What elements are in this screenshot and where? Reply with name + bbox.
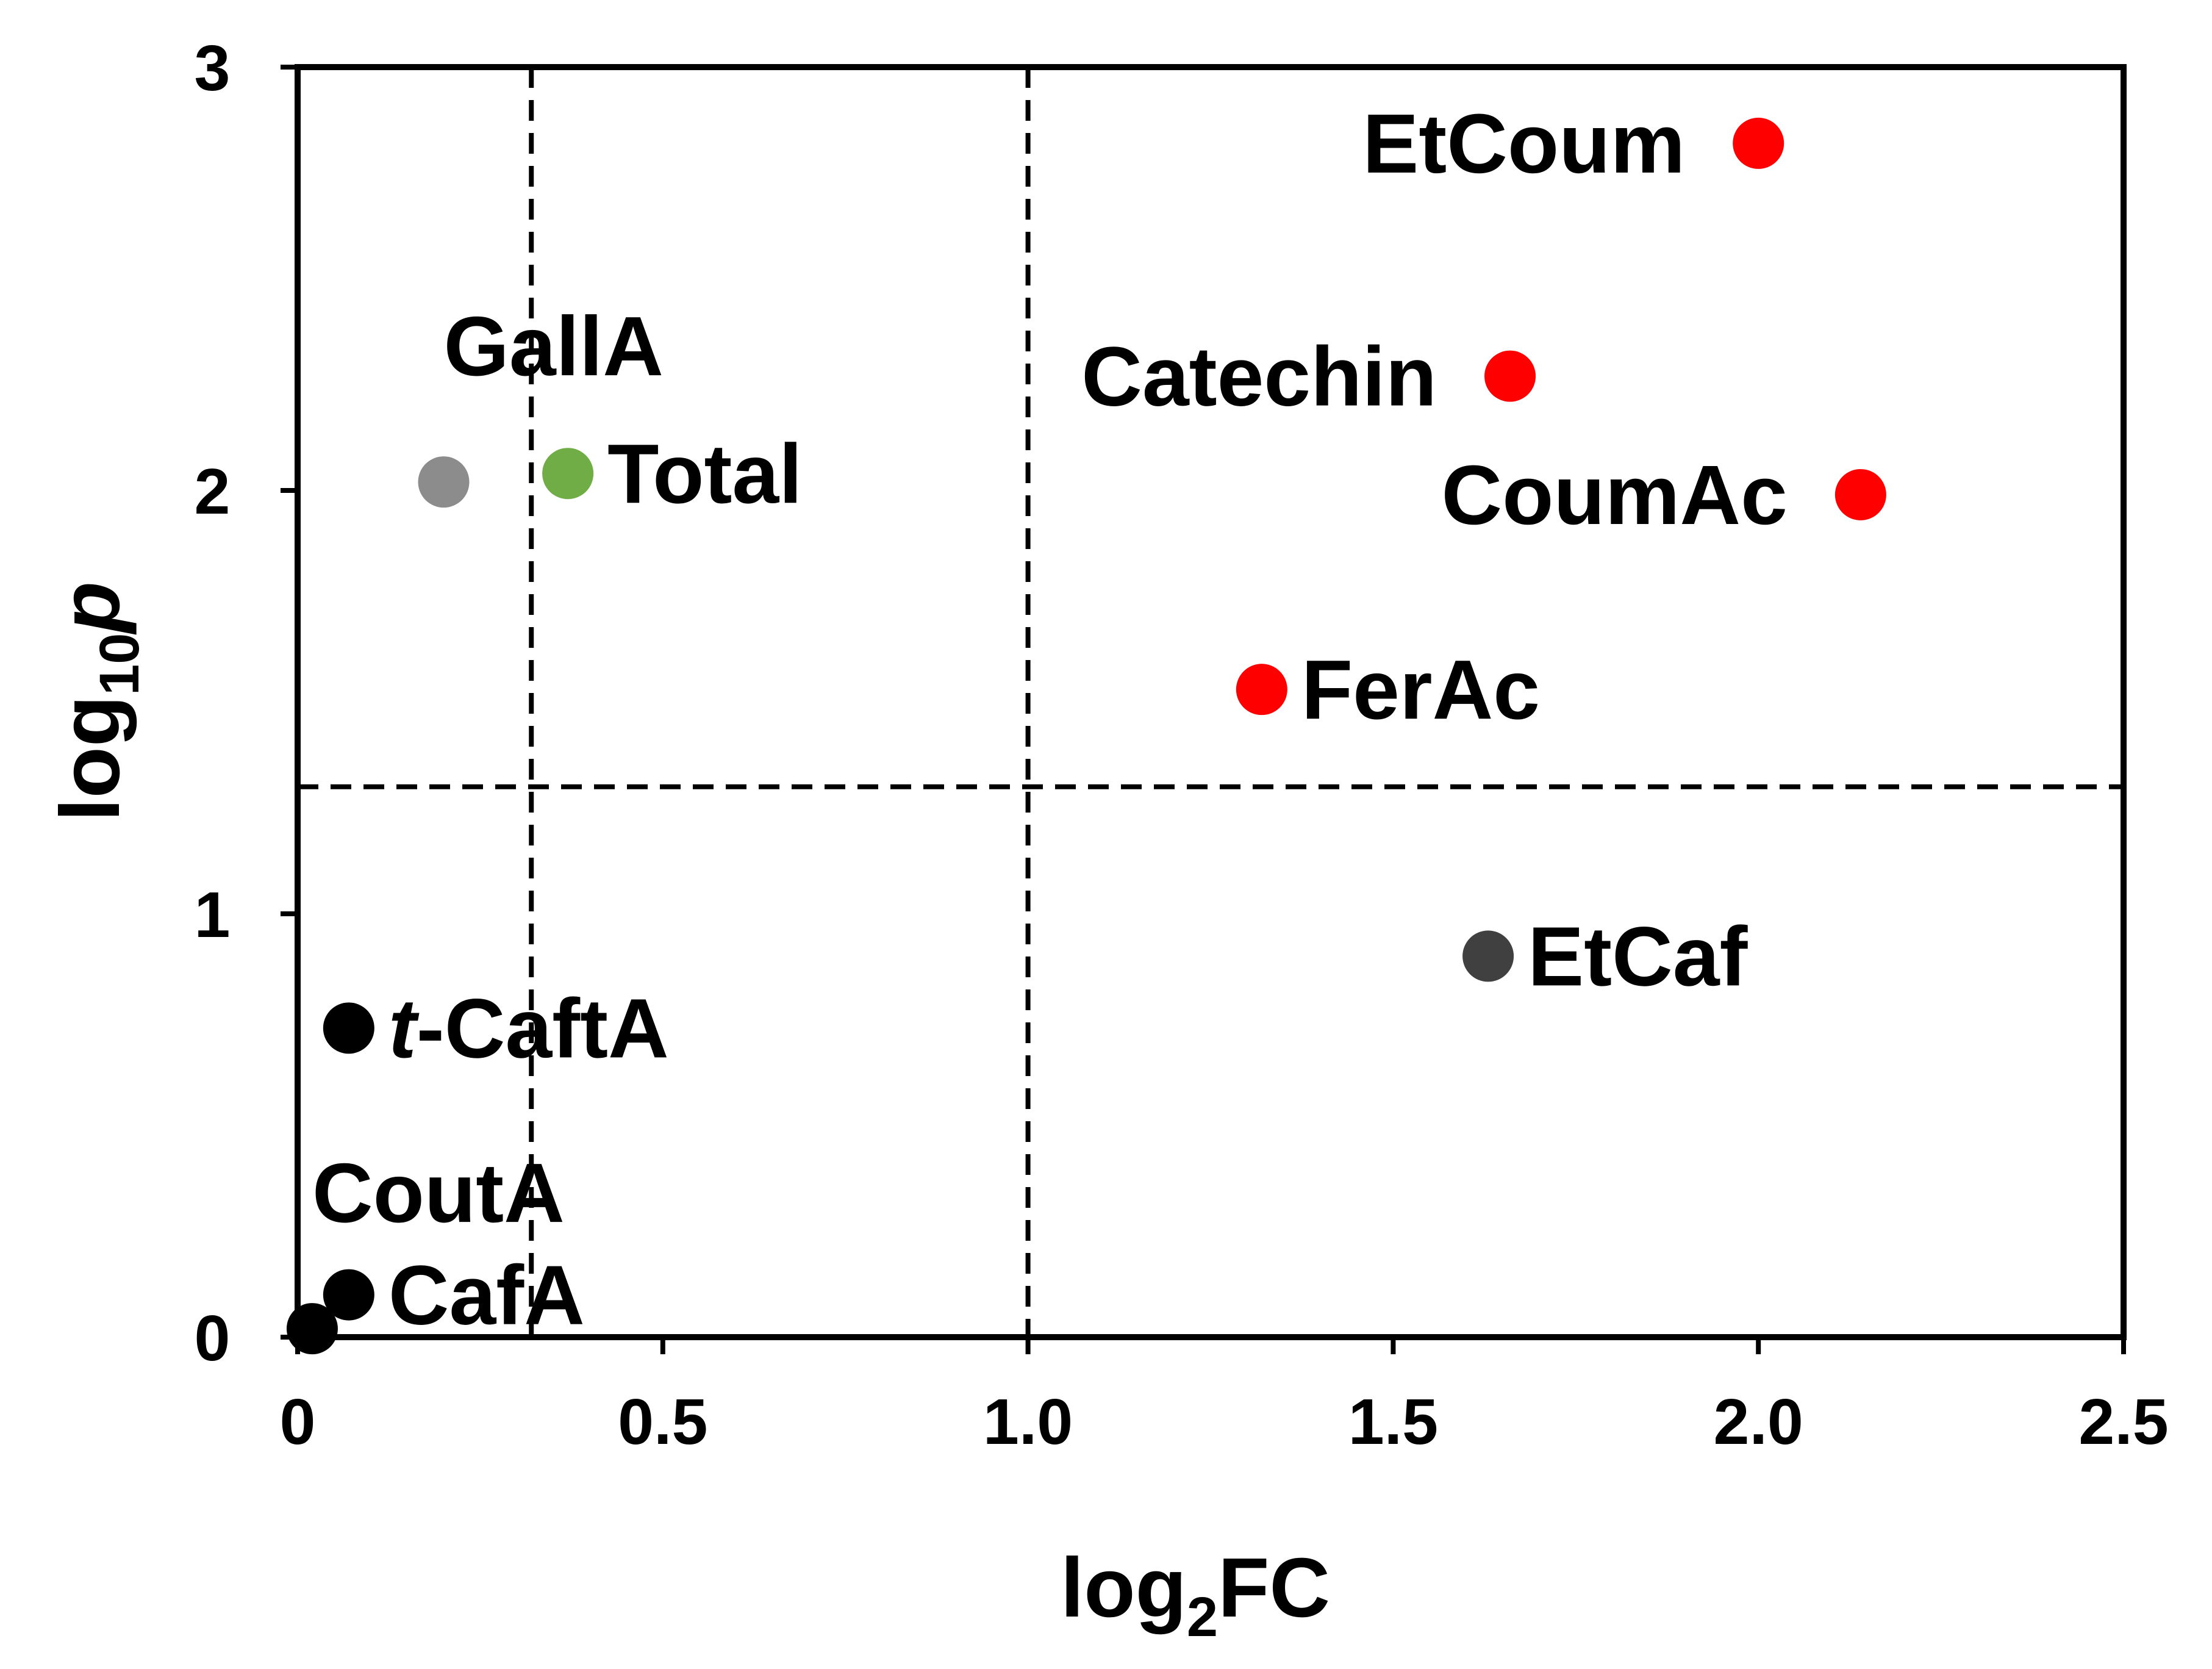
x-tick-label: 2.0	[1714, 1386, 1803, 1458]
x-axis-ticks: 0 0.5 1.0 1.5 2.0 2.5	[280, 1337, 2169, 1458]
point-ferac	[1236, 664, 1287, 716]
point-total	[542, 448, 594, 500]
y-axis-title-tail: p	[43, 581, 137, 635]
y-tick-label: 2	[195, 456, 231, 528]
y-axis-ticks: 0 1 2 3	[195, 32, 298, 1374]
point-label-etcaf: EtCaf	[1528, 910, 1748, 1003]
y-tick-label: 3	[195, 32, 231, 104]
y-axis-title-subscript: 10	[88, 633, 151, 695]
point-etcaf	[1462, 930, 1514, 982]
y-tick-label: 0	[195, 1302, 231, 1374]
point-label-ferac: FerAc	[1301, 643, 1540, 737]
y-tick-label: 1	[195, 879, 231, 951]
point-label-couta: CoutA	[312, 1146, 565, 1240]
point-label-etcoum: EtCoum	[1362, 97, 1685, 191]
x-tick-label: 2.5	[2078, 1386, 2168, 1458]
point-catechin	[1484, 350, 1536, 402]
x-tick-label: 1.0	[983, 1386, 1073, 1458]
point-label-galla: GallA	[444, 300, 664, 393]
plot-area-frame	[295, 64, 2127, 1340]
point-t-cafta	[323, 1002, 374, 1054]
x-axis-title-subscript: 2	[1187, 1586, 1218, 1648]
y-axis-title: log10p	[43, 581, 151, 822]
point-cafa	[323, 1269, 374, 1321]
x-axis-title-tail: FC	[1218, 1541, 1330, 1635]
threshold-lines	[298, 67, 2124, 1337]
x-axis-title-main: log	[1061, 1541, 1187, 1635]
data-points	[286, 117, 1886, 1355]
point-galla	[418, 456, 470, 508]
point-label-catechin: Catechin	[1081, 330, 1437, 424]
x-tick-label: 0	[280, 1386, 316, 1458]
point-coumac	[1834, 468, 1886, 520]
point-label-t-cafta: t-CaftA	[388, 982, 669, 1075]
y-axis-title-main: log	[43, 695, 137, 822]
point-couta	[286, 1303, 338, 1355]
point-label-cafa: CafA	[388, 1249, 585, 1343]
x-axis-title: log2FC	[1061, 1541, 1330, 1648]
point-label-coumac: CoumAc	[1441, 448, 1787, 542]
point-label-total: Total	[607, 427, 802, 521]
point-etcoum	[1733, 117, 1784, 169]
x-tick-label: 0.5	[618, 1386, 707, 1458]
x-tick-label: 1.5	[1348, 1386, 1438, 1458]
